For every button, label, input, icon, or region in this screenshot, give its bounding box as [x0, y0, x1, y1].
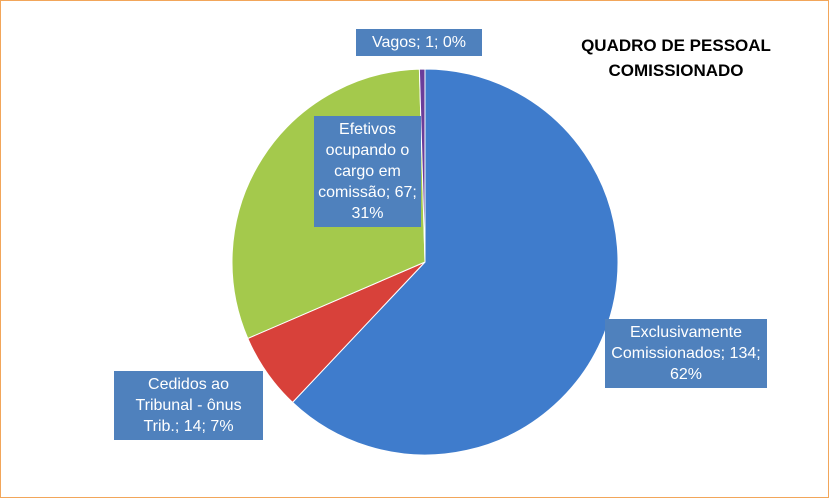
data-label: Efetivos ocupando o cargo em comissão; 6…: [314, 116, 421, 227]
data-label: Vagos; 1; 0%: [356, 29, 482, 56]
data-label: Exclusivamente Comissionados; 134; 62%: [605, 319, 767, 388]
data-label: Cedidos ao Tribunal - ônus Trib.; 14; 7%: [114, 371, 263, 440]
chart-title: QUADRO DE PESSOAL COMISSIONADO: [581, 36, 771, 80]
pie-slice: [291, 68, 619, 456]
